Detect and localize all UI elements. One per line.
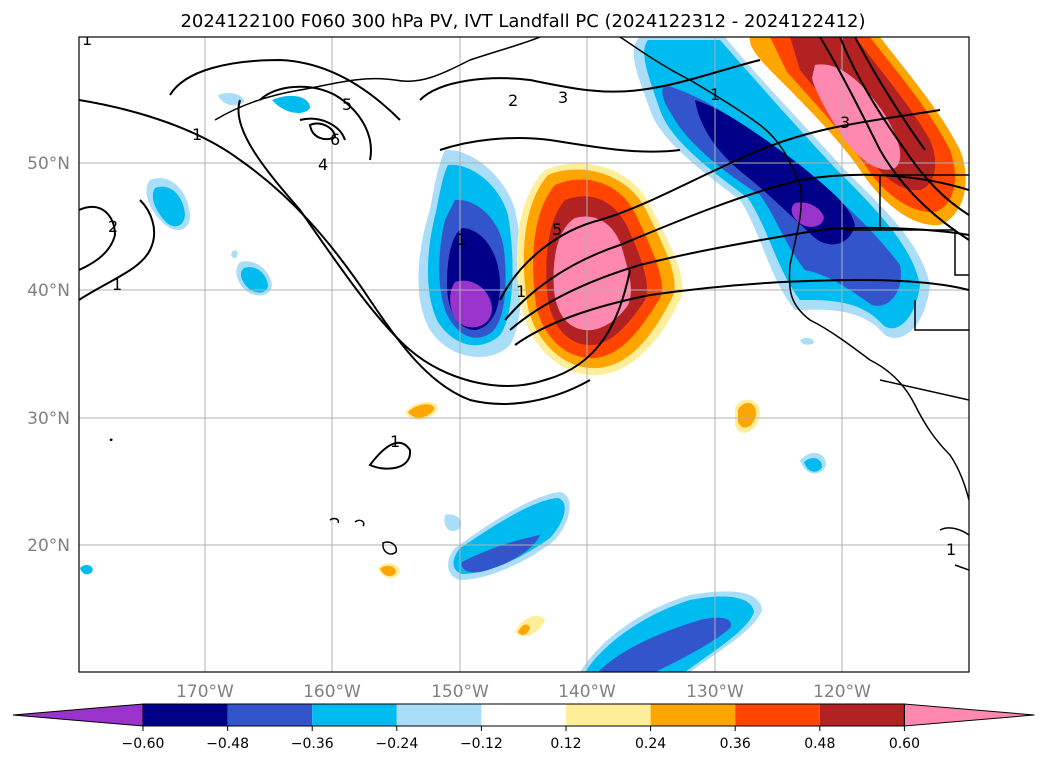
colorbar-segment: [819, 704, 905, 726]
map-background: [79, 37, 969, 672]
colorbar-tick-label: −0.48: [206, 736, 249, 752]
contour-label: 1: [516, 282, 526, 301]
colorbar-tick-label: −0.24: [375, 736, 418, 752]
colorbar-segment: [227, 704, 313, 726]
contour-label: 1: [112, 275, 122, 294]
colorbar-tick-label: 0.24: [635, 736, 666, 752]
contour-label: 1: [192, 125, 202, 144]
coastlines: [109, 37, 969, 571]
colorbar-segment: [143, 704, 228, 726]
colorbar-segment: [735, 704, 820, 726]
colorbar-frame: [142, 703, 905, 727]
contour-label: 1: [82, 30, 92, 49]
contour-label: 2: [108, 217, 118, 236]
colorbar-extend-min: [12, 703, 144, 727]
contour-label: 6: [330, 130, 340, 149]
contour-label: 1: [946, 540, 956, 559]
lat-label: 30°N: [27, 409, 70, 429]
colorbar: −0.60 −0.48 −0.36 −0.24 −0.12 0.12 0.24 0.36 0.4…: [12, 703, 1035, 752]
colorbar-segment: [396, 704, 482, 726]
contour-label: 1: [390, 432, 400, 451]
pv-contour-labels: 1 2 3 4 5 6 1 2 1 1 1 1 5 1 3 1: [82, 30, 956, 559]
lat-label: 20°N: [27, 536, 70, 556]
colorbar-tick-label: 0.36: [720, 736, 751, 752]
contour-label: 5: [552, 220, 562, 239]
colorbar-segment: [481, 704, 566, 726]
colorbar-tick-label: 0.12: [550, 736, 581, 752]
map-panel: 1 2 3 4 5 6 1 2 1 1 1 1 5 1 3 1: [79, 30, 969, 672]
contour-label: 4: [318, 155, 328, 174]
contour-label: 1: [710, 85, 720, 104]
contour-label: 1: [456, 230, 466, 249]
lon-label: 170°W: [176, 682, 234, 702]
colorbar-tick-label: 0.60: [889, 736, 920, 752]
colorbar-tick-label: −0.36: [291, 736, 334, 752]
colorbar-tick-label: 0.48: [804, 736, 835, 752]
contour-label: 3: [558, 88, 568, 107]
colorbar-segment: [312, 704, 397, 726]
colorbar-extend-max: [903, 703, 1035, 727]
contour-label: 2: [508, 91, 518, 110]
lon-label: 160°W: [303, 682, 361, 702]
latitude-labels: 50°N 40°N 30°N 20°N: [27, 154, 70, 556]
lat-label: 40°N: [27, 281, 70, 301]
colorbar-segment: [566, 704, 651, 726]
lon-label: 130°W: [686, 682, 744, 702]
figure-title: 2024122100 F060 300 hPa PV, IVT Landfall…: [180, 11, 865, 32]
graticule: [79, 37, 969, 672]
lon-label: 120°W: [813, 682, 871, 702]
longitude-labels: 170°W 160°W 150°W 140°W 130°W 120°W: [176, 682, 871, 702]
colorbar-tick-label: −0.12: [460, 736, 503, 752]
lon-label: 150°W: [431, 682, 489, 702]
contour-label: 5: [342, 95, 352, 114]
lat-label: 50°N: [27, 154, 70, 174]
map-frame: [78, 36, 970, 673]
colorbar-segment: [650, 704, 736, 726]
colorbar-tick-label: −0.60: [122, 736, 165, 752]
pv-contours: [79, 37, 969, 470]
contour-label: 3: [840, 113, 850, 132]
lon-label: 140°W: [558, 682, 616, 702]
